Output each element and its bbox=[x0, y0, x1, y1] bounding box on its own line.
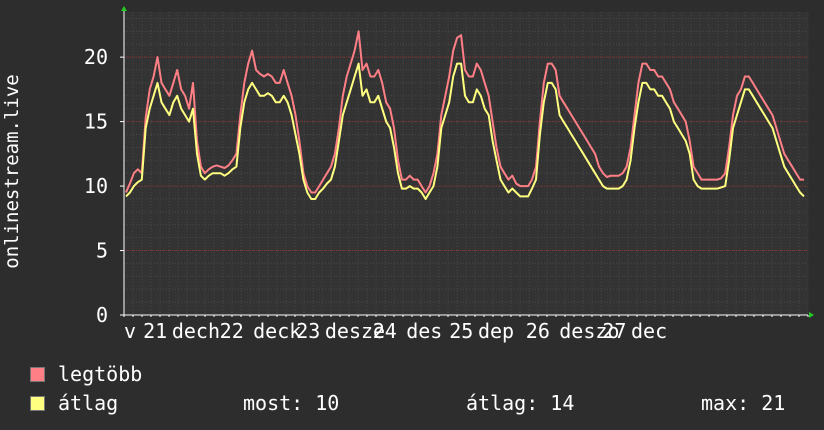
x-tick-label: deszo bbox=[559, 319, 619, 343]
axes bbox=[120, 6, 814, 318]
legend-swatch-legtobb bbox=[30, 366, 45, 382]
x-tick-label: dec bbox=[631, 319, 667, 343]
x-axis-arrow bbox=[809, 312, 814, 318]
y-axis-arrow bbox=[121, 6, 127, 11]
y-tick-label: 15 bbox=[84, 110, 108, 134]
y-tick-label: 20 bbox=[84, 45, 108, 69]
y-tick-label: 0 bbox=[96, 303, 108, 327]
x-tick-label: 25 bbox=[449, 319, 473, 343]
x-tick-label: dech bbox=[172, 319, 220, 343]
x-tick-label: 26 bbox=[526, 319, 550, 343]
x-tick-label: des bbox=[406, 319, 442, 343]
legend-label-atlag: átlag bbox=[58, 391, 119, 415]
x-tick-label: 21 bbox=[143, 319, 167, 343]
legend-item-legtobb: legtöbb bbox=[30, 362, 142, 386]
x-tick-label: 22 bbox=[220, 319, 244, 343]
x-tick-label: v bbox=[124, 319, 136, 343]
x-tick-label: dep bbox=[478, 319, 514, 343]
y-axis-title: onlinestream.live bbox=[1, 74, 23, 268]
stat-maximum: max: 21 bbox=[701, 391, 786, 415]
legend-swatch-atlag bbox=[30, 395, 45, 411]
series-line-atlag bbox=[125, 62, 805, 200]
stat-average: átlag: 14 bbox=[466, 391, 575, 415]
y-tick-label: 5 bbox=[96, 239, 108, 263]
series-line-legtobb bbox=[125, 30, 804, 194]
x-tick-label: desze bbox=[325, 319, 385, 343]
x-tick-label: 27 bbox=[602, 319, 626, 343]
x-tick-label: deck bbox=[253, 319, 301, 343]
legend-label-legtobb: legtöbb bbox=[58, 362, 143, 386]
stat-current: most: 10 bbox=[243, 391, 340, 415]
series-layer bbox=[125, 30, 805, 200]
x-tick-label: 23 bbox=[296, 319, 320, 343]
legend-item-atlag: átlag bbox=[30, 391, 118, 415]
y-tick-label: 10 bbox=[84, 174, 108, 198]
x-tick-label: 24 bbox=[373, 319, 397, 343]
grid bbox=[123, 12, 809, 316]
